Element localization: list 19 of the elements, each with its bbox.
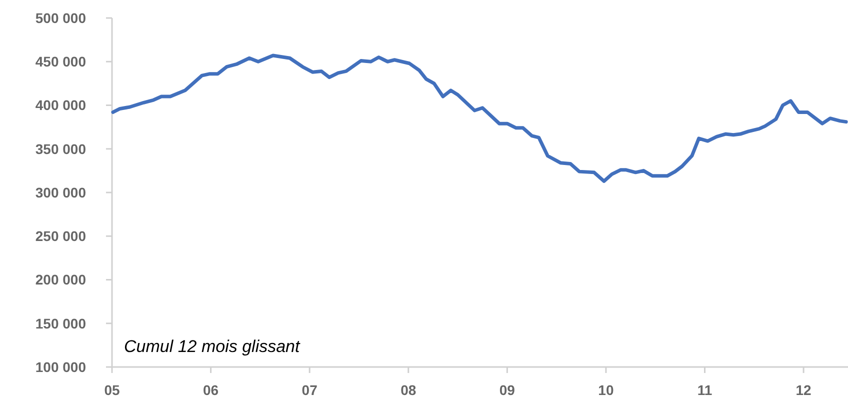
x-tick-label: 07 xyxy=(302,382,318,398)
y-tick-label: 150 000 xyxy=(35,315,86,332)
x-tick-label: 06 xyxy=(203,382,219,398)
x-tick-label: 08 xyxy=(400,382,416,398)
x-tick-label: 10 xyxy=(598,382,614,398)
annotation: Cumul 12 mois glissant xyxy=(124,337,302,356)
x-tick-label: 12 xyxy=(796,382,812,398)
y-tick-label: 500 000 xyxy=(35,10,86,26)
y-tick-label: 100 000 xyxy=(35,358,86,375)
line-series xyxy=(111,54,848,183)
y-tick-label: 250 000 xyxy=(35,228,86,244)
x-tick-label: 05 xyxy=(104,382,120,398)
y-tick-label: 300 000 xyxy=(35,184,86,200)
x-tick-label: 09 xyxy=(499,382,516,398)
y-tick-label: 200 000 xyxy=(35,272,86,288)
y-tick-label: 400 000 xyxy=(35,97,86,114)
y-tick-label: 350 000 xyxy=(35,140,86,157)
x-tick-label: 11 xyxy=(697,382,712,398)
y-tick-label: 450 000 xyxy=(35,54,86,70)
